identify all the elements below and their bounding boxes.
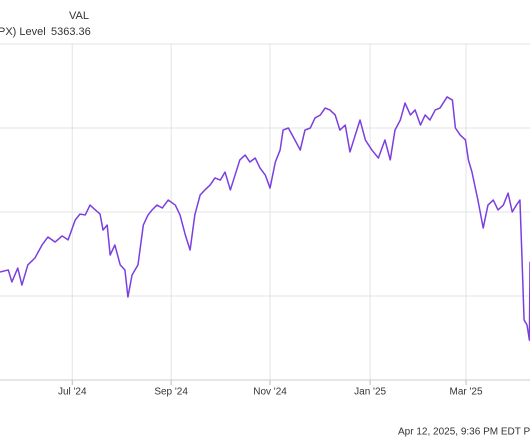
x-tick-label: Jan '25 — [354, 387, 386, 398]
header-column: VAL — [69, 10, 89, 22]
x-tick-label: Jul '24 — [58, 387, 87, 398]
header-value: 5363.36 — [51, 26, 91, 38]
x-tick-label: Mar '25 — [450, 387, 483, 398]
header-series-label: PX) Level — [0, 26, 46, 38]
footer: Apr 12, 2025, 9:36 PM EDT Powered by — [398, 427, 530, 438]
x-tick-label: Nov '24 — [253, 387, 287, 398]
x-tick-label: Sep '24 — [154, 387, 188, 398]
price-line — [0, 96, 530, 341]
